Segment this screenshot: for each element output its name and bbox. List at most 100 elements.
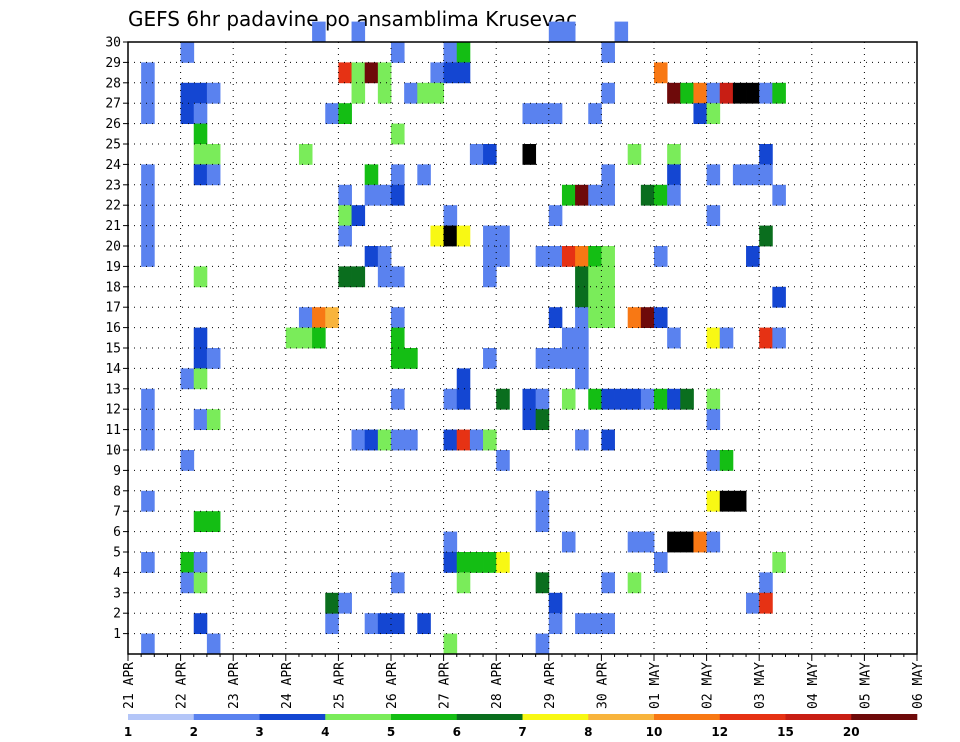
heatmap-cell [430, 225, 444, 247]
heatmap-cell [325, 592, 339, 614]
heatmap-cell [141, 429, 155, 451]
y-tick-label: 13 [105, 382, 121, 397]
heatmap-cell [193, 82, 208, 104]
heatmap-cell [193, 266, 208, 288]
heatmap-cell [312, 21, 326, 43]
x-tick-label: 06 MAY [911, 662, 926, 709]
x-tick-label: 05 MAY [858, 662, 873, 709]
colorbar-legend: 1 2 3 4 5 6 7 8 10 12 15 20 [124, 714, 918, 739]
heatmap-cell [312, 327, 326, 349]
heatmap-cell [667, 184, 681, 206]
heatmap-cell [614, 21, 629, 43]
heatmap-cell [443, 225, 458, 247]
legend-label: 7 [518, 725, 526, 739]
heatmap-cell [548, 205, 563, 226]
heatmap-cell [456, 368, 471, 390]
y-tick-label: 15 [105, 342, 121, 357]
heatmap-cell [443, 429, 458, 451]
heatmap-cell [719, 490, 734, 512]
heatmap-cell [601, 246, 615, 267]
heatmap-cell [496, 225, 510, 247]
legend-label: 4 [321, 725, 329, 739]
heatmap-cell [456, 572, 471, 594]
heatmap-cell [351, 266, 366, 288]
heatmap-cell [680, 388, 694, 410]
heatmap-cell [338, 62, 352, 84]
heatmap-cell [640, 531, 655, 553]
heatmap-cell [298, 327, 313, 349]
heatmap-cell [535, 348, 550, 369]
heatmap-cell [588, 388, 602, 410]
y-tick-label: 18 [105, 280, 121, 295]
legend-swatch [588, 714, 655, 720]
heatmap-cell [561, 531, 576, 553]
heatmap-cell [706, 450, 721, 471]
heatmap-cell [141, 409, 155, 430]
legend-label: 3 [255, 725, 263, 739]
x-tick-label: 24 APR [280, 662, 295, 709]
heatmap-cell [667, 144, 681, 165]
heatmap-cell [706, 531, 721, 553]
heatmap-cell [377, 184, 392, 206]
y-tick-label: 29 [105, 56, 121, 71]
heatmap-cell [667, 388, 681, 410]
x-tick-label: 23 APR [227, 662, 242, 709]
heatmap-cell [377, 429, 392, 451]
heatmap-cell [535, 388, 550, 410]
legend-swatch [522, 714, 589, 720]
heatmap-cell [417, 82, 431, 104]
heatmap-cell [667, 82, 681, 104]
heatmap-cell [496, 450, 510, 471]
heatmap-cell [640, 388, 655, 410]
heatmap-cell [627, 531, 642, 553]
heatmap-cell [627, 144, 642, 165]
heatmap-cell [561, 246, 576, 267]
x-tick-label: 26 APR [385, 662, 400, 709]
heatmap-cell [483, 246, 497, 267]
heatmap-cell [391, 429, 405, 451]
heatmap-cell [141, 184, 155, 206]
heatmap-cell [391, 327, 405, 349]
heatmap-cell [377, 613, 392, 634]
heatmap-cell [364, 62, 379, 84]
heatmap-cell [404, 82, 418, 104]
heatmap-cell [391, 388, 405, 410]
heatmap-cell [654, 388, 668, 410]
heatmap-cell [548, 592, 563, 614]
heatmap-cell [443, 633, 458, 655]
x-tick-label: 01 MAY [648, 662, 663, 709]
heatmap-cells [141, 21, 786, 655]
heatmap-cell [312, 307, 326, 328]
heatmap-cell [456, 42, 471, 63]
heatmap-cell [351, 82, 366, 104]
heatmap-cell [522, 409, 537, 430]
y-tick-label: 26 [105, 117, 121, 132]
heatmap-cell [325, 307, 339, 328]
heatmap-cell [325, 613, 339, 634]
heatmap-cell [732, 164, 747, 186]
heatmap-cell [141, 82, 155, 104]
heatmap-cell [391, 184, 405, 206]
heatmap-cell [746, 164, 760, 186]
heatmap-cell [772, 286, 786, 308]
heatmap-cell [338, 225, 352, 247]
legend-label: 2 [190, 725, 198, 739]
heatmap-cell [548, 307, 563, 328]
heatmap-cell [193, 103, 208, 124]
y-tick-label: 24 [105, 158, 121, 173]
heatmap-cell [443, 552, 458, 573]
heatmap-cell [561, 184, 576, 206]
heatmap-cell [338, 205, 352, 226]
y-tick-label: 19 [105, 260, 121, 275]
heatmap-cell [706, 205, 721, 226]
y-tick-label: 8 [113, 484, 121, 499]
heatmap-cell [496, 388, 510, 410]
heatmap-cell [206, 409, 221, 430]
heatmap-cell [180, 552, 195, 573]
heatmap-cell [206, 144, 221, 165]
heatmap-cell [364, 429, 379, 451]
heatmap-cell [772, 82, 786, 104]
heatmap-cell [601, 388, 615, 410]
heatmap-cell [588, 184, 602, 206]
heatmap-cell [180, 103, 195, 124]
